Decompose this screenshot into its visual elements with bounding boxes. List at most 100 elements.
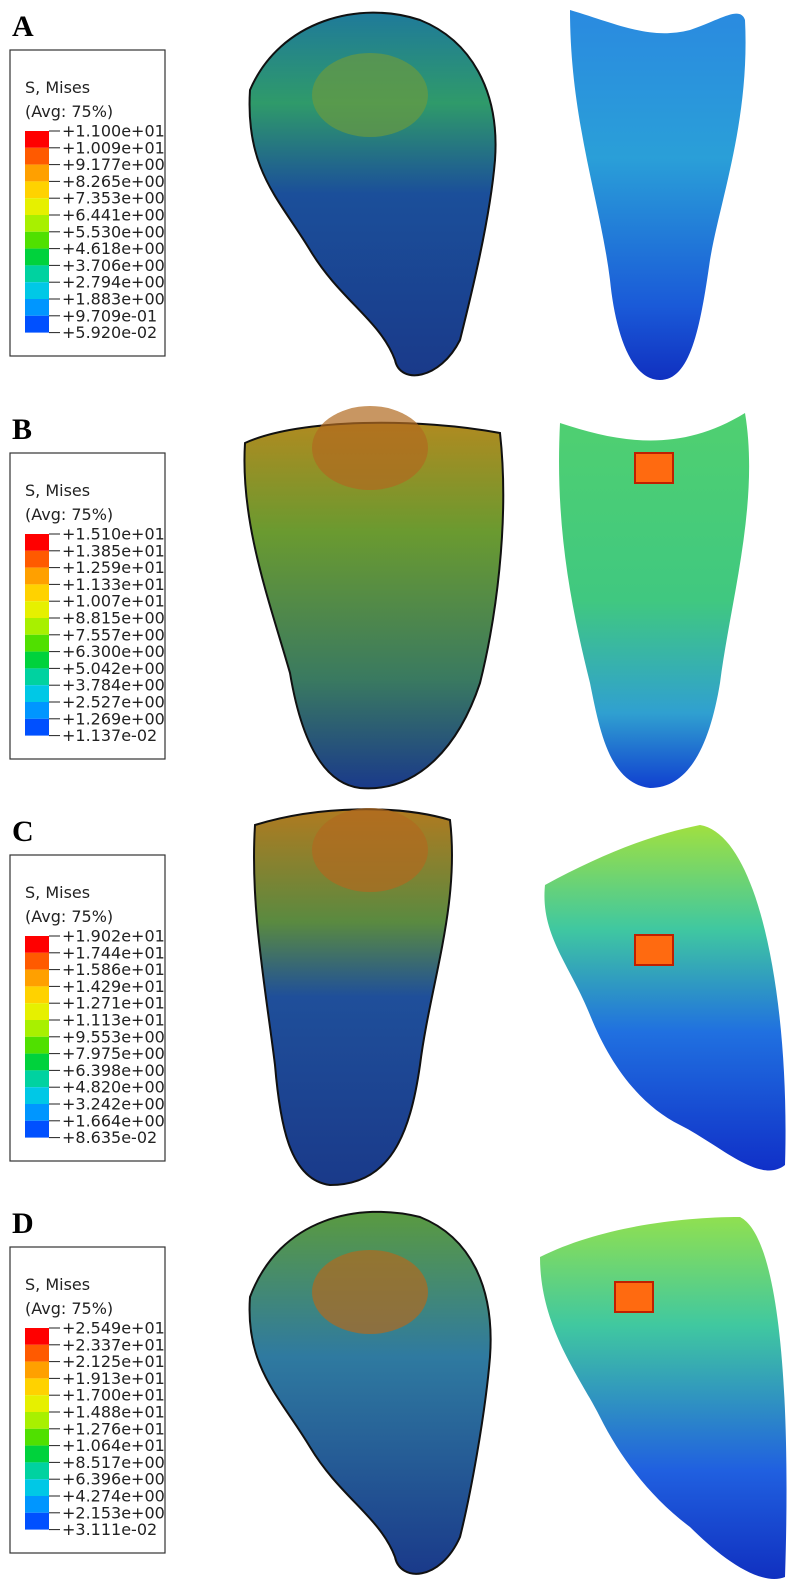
level-label: +4.618e+00: [62, 239, 165, 258]
color-band: [25, 1512, 49, 1530]
color-band: [25, 147, 49, 165]
color-band: [25, 282, 49, 299]
level-label: +1.100e+01: [62, 122, 165, 141]
level-label: +5.042e+00: [62, 659, 165, 678]
color-band: [25, 567, 49, 585]
level-label: +6.441e+00: [62, 206, 165, 225]
level-label: +3.706e+00: [62, 256, 165, 275]
color-band: [25, 685, 49, 702]
panel: CS, Mises(Avg: 75%)+1.902e+01+1.744e+01+…: [9, 808, 786, 1187]
cavity: [312, 406, 428, 490]
color-band: [25, 131, 49, 148]
color-band: [25, 1361, 49, 1379]
color-band: [25, 1445, 49, 1463]
panel-label: B: [12, 413, 32, 446]
level-label: +6.398e+00: [62, 1061, 165, 1080]
level-label: +2.153e+00: [62, 1503, 165, 1522]
level-label: +7.975e+00: [62, 1044, 165, 1063]
model-left: [248, 1210, 492, 1575]
color-band: [25, 1104, 49, 1121]
level-label: +8.517e+00: [62, 1453, 165, 1472]
color-band: [25, 1053, 49, 1071]
color-band: [25, 265, 49, 283]
level-label: +8.265e+00: [62, 172, 165, 191]
color-band: [25, 164, 49, 182]
level-label: +1.488e+01: [62, 1403, 165, 1422]
color-band: [25, 601, 49, 618]
level-label: +1.744e+01: [62, 943, 165, 962]
color-band: [25, 231, 49, 249]
color-band: [25, 1428, 49, 1446]
color-band: [25, 248, 49, 266]
model-left: [253, 808, 453, 1187]
level-label: +2.549e+01: [62, 1319, 165, 1338]
legend: S, Mises(Avg: 75%)+2.549e+01+2.337e+01+2…: [9, 1246, 166, 1554]
level-label: +3.111e-02: [62, 1520, 157, 1539]
color-band: [25, 215, 49, 232]
level-label: +6.396e+00: [62, 1470, 165, 1489]
level-label: +2.337e+01: [62, 1335, 165, 1354]
color-band: [25, 634, 49, 652]
level-label: +9.177e+00: [62, 155, 165, 174]
level-label: +6.300e+00: [62, 642, 165, 661]
level-label: +1.276e+01: [62, 1419, 165, 1438]
color-band: [25, 181, 49, 199]
color-band: [25, 1378, 49, 1396]
level-label: +4.274e+00: [62, 1487, 165, 1506]
model-right: [570, 10, 746, 380]
level-label: +1.133e+01: [62, 575, 165, 594]
cavity: [312, 53, 428, 137]
legend-title: S, Mises: [25, 481, 90, 500]
model-right: [544, 825, 786, 1171]
cavity: [312, 1250, 428, 1334]
color-band: [25, 1020, 49, 1037]
level-label: +1.429e+01: [62, 977, 165, 996]
color-band: [25, 952, 49, 970]
color-band: [25, 702, 49, 719]
color-band: [25, 1328, 49, 1345]
level-label: +2.125e+01: [62, 1352, 165, 1371]
level-label: +1.664e+00: [62, 1111, 165, 1130]
level-label: +3.784e+00: [62, 676, 165, 695]
panel-label: A: [12, 10, 34, 43]
color-band: [25, 936, 49, 953]
cavity: [312, 808, 428, 892]
color-band: [25, 299, 49, 316]
legend-title: S, Mises: [25, 1275, 90, 1294]
color-band: [25, 550, 49, 568]
color-band: [25, 718, 49, 736]
color-band: [25, 198, 49, 215]
legend-subtitle: (Avg: 75%): [25, 1299, 113, 1318]
hotspot: [634, 934, 674, 966]
level-label: +2.527e+00: [62, 693, 165, 712]
model-left: [248, 11, 497, 377]
level-label: +1.064e+01: [62, 1436, 165, 1455]
level-label: +1.586e+01: [62, 960, 165, 979]
panel-label: C: [12, 815, 34, 848]
panel: DS, Mises(Avg: 75%)+2.549e+01+2.337e+01+…: [9, 1207, 787, 1579]
level-label: +5.530e+00: [62, 222, 165, 241]
legend: S, Mises(Avg: 75%)+1.510e+01+1.385e+01+1…: [9, 452, 166, 760]
legend-subtitle: (Avg: 75%): [25, 505, 113, 524]
level-label: +1.113e+01: [62, 1011, 165, 1030]
level-label: +1.007e+01: [62, 592, 165, 611]
color-band: [25, 618, 49, 635]
level-label: +8.815e+00: [62, 609, 165, 628]
level-label: +1.271e+01: [62, 994, 165, 1013]
color-band: [25, 1462, 49, 1480]
model-right: [559, 413, 750, 788]
color-band: [25, 986, 49, 1004]
color-band: [25, 584, 49, 602]
level-label: +5.920e-02: [62, 323, 157, 342]
model-left: [243, 421, 505, 790]
panel: BS, Mises(Avg: 75%)+1.510e+01+1.385e+01+…: [9, 406, 750, 790]
hotspot: [634, 452, 674, 484]
color-band: [25, 1120, 49, 1138]
level-label: +1.883e+00: [62, 290, 165, 309]
level-label: +1.902e+01: [62, 927, 165, 946]
color-band: [25, 1395, 49, 1412]
color-band: [25, 315, 49, 333]
color-band: [25, 651, 49, 669]
level-label: +1.009e+01: [62, 138, 165, 157]
